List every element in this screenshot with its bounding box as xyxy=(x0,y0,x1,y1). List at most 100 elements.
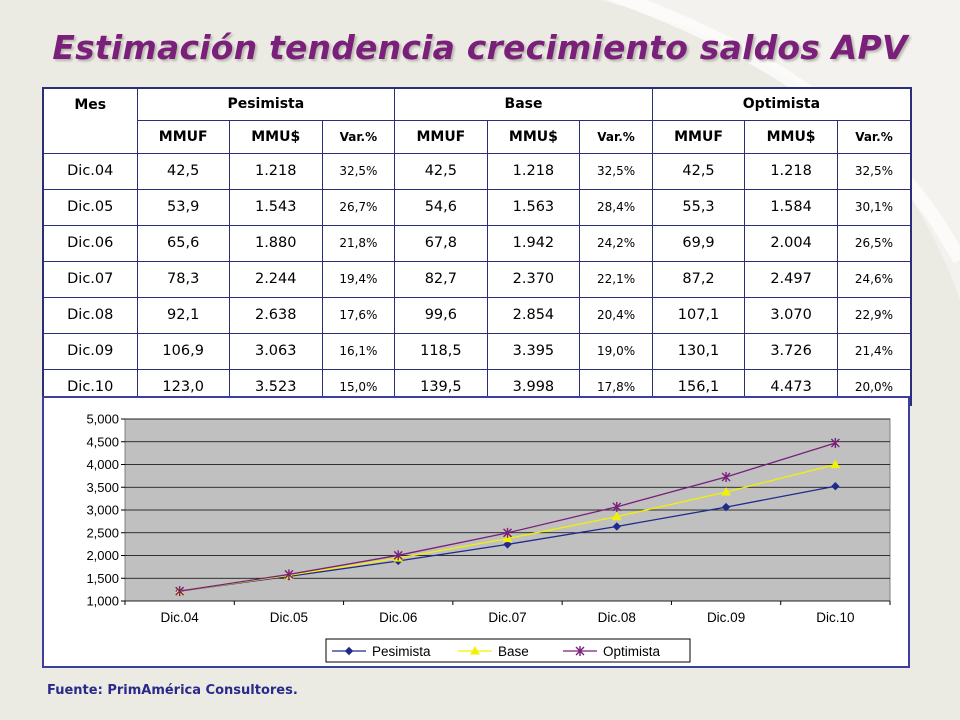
y-tick-label: 2,500 xyxy=(86,525,119,540)
data-point xyxy=(721,471,731,482)
y-tick-label: 3,500 xyxy=(86,480,119,495)
cell-mmu: 3.395 xyxy=(486,332,581,370)
cell-mmu: 1.218 xyxy=(486,152,581,190)
cell-mmuf: 42,5 xyxy=(651,152,746,190)
data-point xyxy=(612,501,622,512)
subheader-mmuf: MMUF xyxy=(394,119,488,154)
y-tick-label: 4,000 xyxy=(86,457,119,472)
cell-var: 32,5% xyxy=(836,152,912,190)
cell-mmu: 2.004 xyxy=(744,224,838,262)
cell-mmu: 1.942 xyxy=(486,224,581,262)
data-point xyxy=(284,569,294,580)
cell-var: 26,5% xyxy=(836,224,912,262)
cell-mmuf: 106,9 xyxy=(136,332,230,370)
subheader-mmu: MMU$ xyxy=(486,119,581,154)
data-point xyxy=(831,481,840,491)
data-point xyxy=(830,437,840,448)
cell-mmuf: 54,6 xyxy=(394,188,488,226)
table-row: Dic.04 42,5 1.218 32,5% 42,5 1.218 32,5% 42,5 1.… xyxy=(42,152,912,190)
data-point xyxy=(175,586,185,597)
table-row: Dic.09 106,9 3.063 16,1% 118,5 3.395 19,0% 130,… xyxy=(42,332,912,370)
cell-mes: Dic.05 xyxy=(42,188,138,226)
header-group-pesimista: Pesimista xyxy=(136,87,396,121)
cell-mmuf: 67,8 xyxy=(394,224,488,262)
cell-mmuf: 87,2 xyxy=(651,260,746,298)
cell-var: 30,1% xyxy=(836,188,912,226)
apv-estimation-table: Mes Pesimista Base Optimista MMUF MMU$ V… xyxy=(42,87,912,406)
data-point xyxy=(393,550,403,561)
legend-marker xyxy=(470,645,480,655)
cell-mmu: 1.543 xyxy=(228,188,323,226)
cell-mes: Dic.07 xyxy=(42,260,138,298)
cell-mmuf: 78,3 xyxy=(136,260,230,298)
cell-mmu: 3.063 xyxy=(228,332,323,370)
subheader-var: Var.% xyxy=(836,119,912,154)
cell-mes: Dic.04 xyxy=(42,152,138,190)
header-mes: Mes xyxy=(42,87,138,154)
cell-mes: Dic.06 xyxy=(42,224,138,262)
cell-var: 22,9% xyxy=(836,296,912,334)
y-tick-label: 5,000 xyxy=(86,412,119,427)
cell-var: 19,0% xyxy=(579,332,653,370)
y-tick-label: 3,000 xyxy=(86,503,119,518)
cell-var: 17,6% xyxy=(321,296,396,334)
subheader-mmuf: MMUF xyxy=(651,119,746,154)
data-point xyxy=(503,540,512,549)
legend-label: Optimista xyxy=(603,644,661,659)
x-tick-label: Dic.08 xyxy=(598,610,636,625)
cell-var: 28,4% xyxy=(579,188,653,226)
y-tick-label: 1,500 xyxy=(86,571,119,586)
cell-mmuf: 42,5 xyxy=(136,152,230,190)
cell-var: 32,5% xyxy=(321,152,396,190)
cell-mmu: 3.726 xyxy=(744,332,838,370)
cell-mmu: 1.584 xyxy=(744,188,838,226)
legend-box xyxy=(325,638,691,663)
table-row: Dic.05 53,9 1.543 26,7% 54,6 1.563 28,4% 55,3 1.… xyxy=(42,188,912,226)
data-point xyxy=(830,459,841,469)
legend-marker xyxy=(344,646,354,656)
subheader-mmuf: MMUF xyxy=(136,119,230,154)
x-tick-label: Dic.07 xyxy=(488,610,526,625)
cell-var: 16,1% xyxy=(321,332,396,370)
data-point xyxy=(502,533,513,543)
table-row: Dic.06 65,6 1.880 21,8% 67,8 1.942 24,2% 69,9 2.… xyxy=(42,224,912,262)
cell-var: 21,4% xyxy=(836,332,912,370)
cell-mmu: 1.218 xyxy=(744,152,838,190)
cell-mmu: 2.638 xyxy=(228,296,323,334)
cell-mmuf: 55,3 xyxy=(651,188,746,226)
subheader-mmu: MMU$ xyxy=(744,119,838,154)
x-tick-label: Dic.04 xyxy=(161,610,200,625)
cell-mmuf: 53,9 xyxy=(136,188,230,226)
table-row: Dic.07 78,3 2.244 19,4% 82,7 2.370 22,1% 87,2 2.… xyxy=(42,260,912,298)
cell-var: 22,1% xyxy=(579,260,653,298)
subheader-mmu: MMU$ xyxy=(228,119,323,154)
line-chart: 1,000 1,500 2,000 2,500 3,000 3,500 4,000 4,500… xyxy=(86,412,891,663)
cell-mmu: 2.497 xyxy=(744,260,838,298)
table-group-header-row: Mes Pesimista Base Optimista xyxy=(42,87,912,154)
legend-item-base: Base xyxy=(458,644,529,659)
subheader-var: Var.% xyxy=(321,119,396,154)
cell-mmuf: 42,5 xyxy=(394,152,488,190)
cell-mmuf: 69,9 xyxy=(651,224,746,262)
subheader-var: Var.% xyxy=(579,119,653,154)
cell-mmuf: 99,6 xyxy=(394,296,488,334)
cell-mmu: 2.854 xyxy=(486,296,581,334)
cell-mmuf: 82,7 xyxy=(394,260,488,298)
cell-var: 32,5% xyxy=(579,152,653,190)
cell-mes: Dic.08 xyxy=(42,296,138,334)
cell-var: 21,8% xyxy=(321,224,396,262)
table-subheader-row: MMUF MMU$ Var.% MMUF MMU$ Var.% MMUF MMU… xyxy=(43,119,912,154)
cell-mmu: 1.218 xyxy=(228,152,323,190)
source-note: Fuente: PrimAmérica Consultores. xyxy=(47,683,298,698)
legend-item-optimista: Optimista xyxy=(563,644,661,659)
cell-var: 26,7% xyxy=(321,188,396,226)
cell-mmuf: 65,6 xyxy=(136,224,230,262)
cell-var: 24,6% xyxy=(836,260,912,298)
legend-label: Base xyxy=(498,644,529,659)
y-tick-label: 1,000 xyxy=(86,594,119,609)
chart-legend: Pesimista Base Optimista xyxy=(325,638,691,663)
cell-mmuf: 92,1 xyxy=(136,296,230,334)
cell-mes: Dic.09 xyxy=(42,332,138,370)
cell-var: 19,4% xyxy=(321,260,396,298)
cell-var: 24,2% xyxy=(579,224,653,262)
